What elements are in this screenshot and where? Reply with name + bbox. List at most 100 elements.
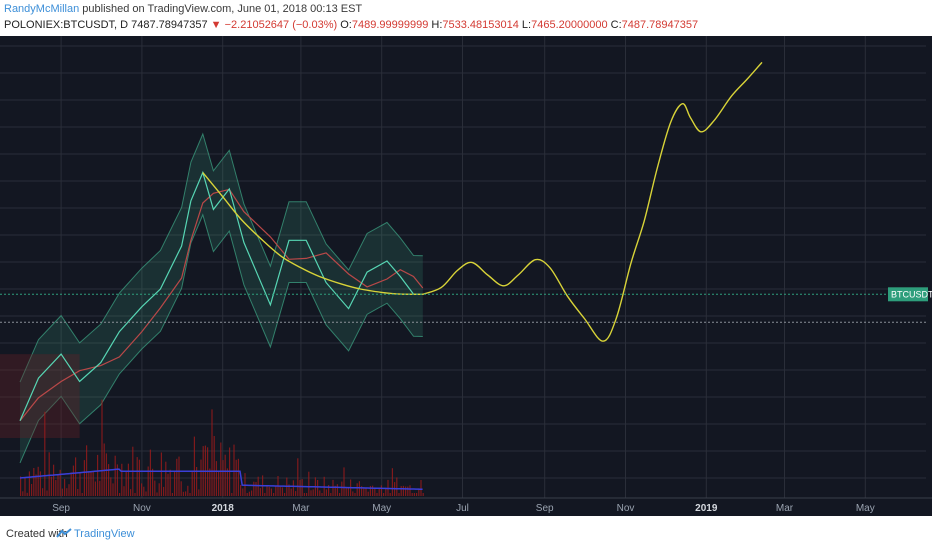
- volume-bar: [158, 483, 160, 496]
- open-value: 7489.99999999: [351, 19, 429, 31]
- volume-bar: [380, 485, 382, 496]
- volume-bar: [191, 471, 193, 496]
- chart-background: [0, 36, 932, 516]
- volume-bar: [57, 474, 59, 496]
- volume-bar: [200, 459, 202, 496]
- volume-bar: [99, 480, 101, 496]
- volume-bar: [72, 465, 74, 496]
- volume-bar: [358, 481, 360, 496]
- volume-bar: [39, 471, 41, 496]
- volume-bar: [231, 493, 233, 496]
- volume-bar: [53, 464, 55, 496]
- volume-bar: [130, 489, 132, 496]
- volume-bar: [110, 477, 112, 496]
- volume-bar: [385, 488, 387, 496]
- volume-bar: [224, 454, 226, 496]
- volume-bar: [189, 493, 191, 496]
- volume-bar: [134, 493, 136, 496]
- volume-bar: [369, 486, 371, 496]
- high-value: 7533.48153014: [442, 19, 519, 31]
- volume-bar: [187, 485, 189, 496]
- symbol-label[interactable]: POLONIEX:BTCUSDT, D: [4, 19, 129, 31]
- volume-bar: [341, 481, 343, 496]
- volume-bar: [308, 471, 310, 496]
- volume-bar: [319, 490, 321, 496]
- volume-bar: [20, 476, 22, 496]
- change-value: −2.21052647 (−0.03%): [224, 19, 338, 31]
- volume-bar: [28, 471, 30, 496]
- x-tick-label: Sep: [52, 503, 70, 514]
- volume-bar: [182, 491, 184, 496]
- tradingview-link[interactable]: TradingView: [74, 528, 135, 540]
- volume-bar: [176, 458, 178, 496]
- volume-bar: [391, 468, 393, 496]
- volume-bar: [301, 479, 303, 496]
- series-lines: [19, 61, 763, 421]
- volume-bar: [416, 493, 418, 496]
- band-upper: [19, 132, 423, 383]
- volume-bar: [211, 409, 213, 496]
- volume-bar: [237, 458, 239, 496]
- volume-bar: [185, 491, 187, 496]
- created-with-text: Created with: [6, 528, 68, 540]
- volume-bar: [218, 471, 220, 496]
- x-tick-label: Nov: [617, 503, 635, 514]
- volume-bar: [383, 493, 385, 496]
- volume-bar: [114, 455, 116, 496]
- tradingview-logo-icon: [56, 528, 72, 538]
- volume-bar: [246, 493, 248, 496]
- volume-bar: [31, 484, 33, 496]
- volume-bar: [94, 481, 96, 496]
- volume-bar: [396, 477, 398, 496]
- change-arrow: ▼: [210, 19, 222, 31]
- volume-bar: [339, 493, 341, 496]
- author-link[interactable]: RandyMcMillan: [4, 3, 80, 15]
- volume-bar: [77, 489, 79, 496]
- volume-bar: [413, 493, 415, 496]
- open-label: O:: [340, 19, 352, 31]
- volume-bar: [248, 491, 250, 496]
- volume-bar: [171, 493, 173, 496]
- volume-bar: [334, 485, 336, 496]
- volume-bar: [374, 487, 376, 496]
- volume-bar: [160, 452, 162, 496]
- projection-line: [422, 61, 763, 342]
- volume-bar: [75, 457, 77, 496]
- volume-bar: [400, 486, 402, 496]
- volume-bar: [59, 469, 61, 496]
- volume-bar: [240, 485, 242, 496]
- volume-bar: [295, 491, 297, 496]
- volume-bar: [297, 458, 299, 496]
- volume-bar: [138, 459, 140, 496]
- volume-bar: [92, 471, 94, 496]
- volume-bar: [365, 487, 367, 496]
- volume-bar: [152, 468, 154, 496]
- symbol-price-badge: [888, 287, 928, 302]
- volume-bar: [310, 490, 312, 496]
- x-tick-label: May: [856, 503, 875, 514]
- low-value: 7465.20000000: [531, 19, 608, 31]
- volume-bar: [136, 457, 138, 496]
- volume-bar: [112, 483, 114, 496]
- volume-bar: [281, 487, 283, 496]
- volume-bar: [409, 485, 411, 496]
- volume-bar: [44, 411, 46, 496]
- volume-bar: [372, 485, 374, 496]
- volume-bar: [33, 468, 35, 496]
- volume-bar: [363, 487, 365, 496]
- volume-bar: [288, 484, 290, 496]
- price-chart[interactable]: BTCUSDT Sep Nov 2018 Mar May Jul Sep Nov 2019 Mar…: [0, 36, 932, 516]
- volume-bar: [398, 493, 400, 496]
- x-tick-label: May: [372, 503, 391, 514]
- volume-bar: [264, 493, 266, 496]
- symbol-price-badge-label: BTCUSDT: [891, 289, 932, 299]
- volume-bar: [193, 436, 195, 496]
- volume-bar: [312, 489, 314, 496]
- volume-bar: [196, 467, 198, 496]
- volume-bar: [222, 460, 224, 496]
- close-label: C:: [610, 19, 622, 31]
- close-value: 7487.78947357: [621, 19, 699, 31]
- volume-bar: [303, 493, 305, 496]
- chart-area[interactable]: BTCUSDT Sep Nov 2018 Mar May Jul Sep Nov 2019 Mar…: [0, 36, 932, 516]
- volume-bar: [90, 472, 92, 496]
